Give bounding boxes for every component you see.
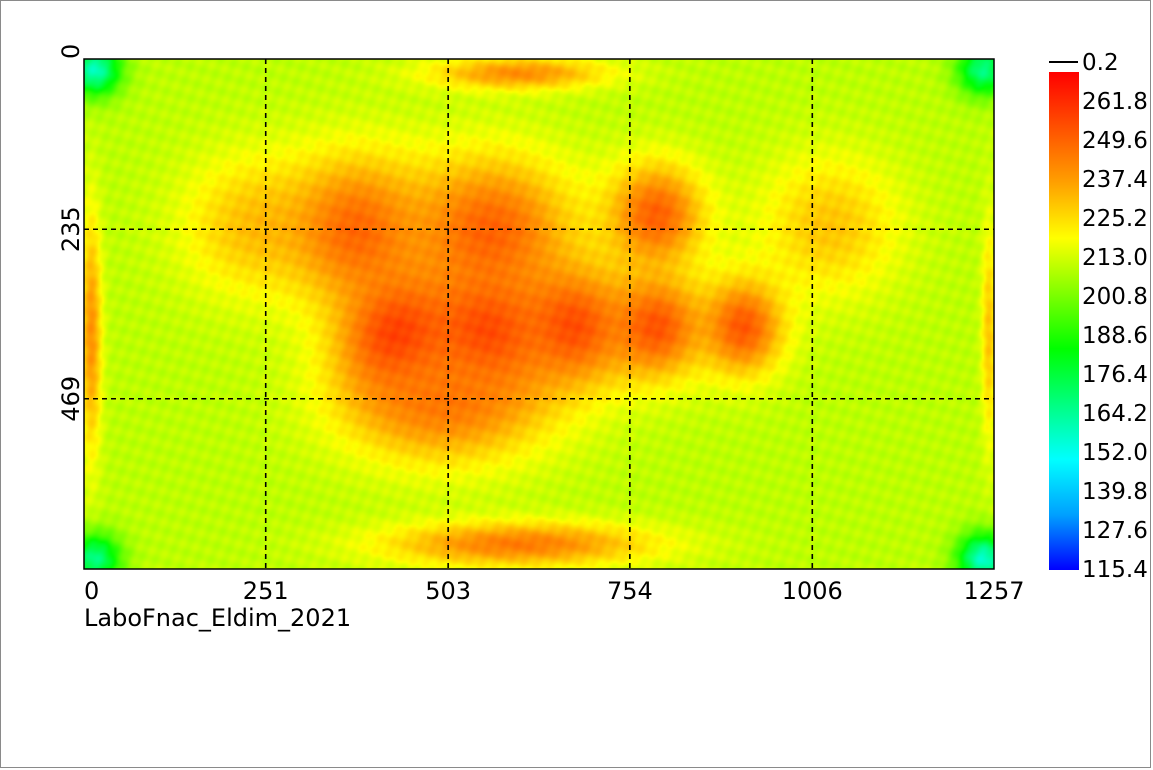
colorbar-label: 237.4 <box>1082 167 1148 193</box>
x-tick-label: 503 <box>425 577 471 605</box>
x-tick-label: 251 <box>243 577 289 605</box>
y-tick-labels: 0 235 469 <box>57 44 85 422</box>
x-tick-label: 1006 <box>782 577 843 605</box>
plot-border <box>83 58 995 570</box>
chart-caption: LaboFnac_Eldim_2021 <box>84 604 351 632</box>
grid-lines <box>84 59 994 569</box>
colorbar-label: 115.4 <box>1082 557 1148 583</box>
colorbar-label: 127.6 <box>1082 518 1148 544</box>
y-tick-label: 469 <box>57 376 85 422</box>
colorbar-label: 139.8 <box>1082 479 1148 505</box>
y-tick-label: 0 <box>57 44 85 59</box>
heatmap-image <box>84 59 994 569</box>
colorbar-label: 249.6 <box>1082 128 1148 154</box>
colorbar-label: 0.2 <box>1082 50 1119 76</box>
colorbar-label: 213.0 <box>1082 245 1148 271</box>
colorbar-labels: 0.2 261.8 249.6 237.4 225.2 213.0 200.8 188.6 17… <box>1082 50 1148 583</box>
colorbar-label: 188.6 <box>1082 323 1148 349</box>
x-tick-label: 0 <box>84 577 99 605</box>
colorbar-label: 164.2 <box>1082 401 1148 427</box>
colorbar-label: 200.8 <box>1082 284 1148 310</box>
colorbar-label: 225.2 <box>1082 206 1148 232</box>
y-tick-label: 235 <box>57 206 85 252</box>
colorbar-label: 152.0 <box>1082 440 1148 466</box>
x-tick-labels: 0 251 503 754 1006 1257 <box>84 577 1025 605</box>
colorbar-label: 261.8 <box>1082 89 1148 115</box>
x-tick-label: 1257 <box>963 577 1024 605</box>
x-tick-label: 754 <box>607 577 653 605</box>
colorbar-label: 176.4 <box>1082 362 1148 388</box>
colorbar <box>1049 72 1079 570</box>
